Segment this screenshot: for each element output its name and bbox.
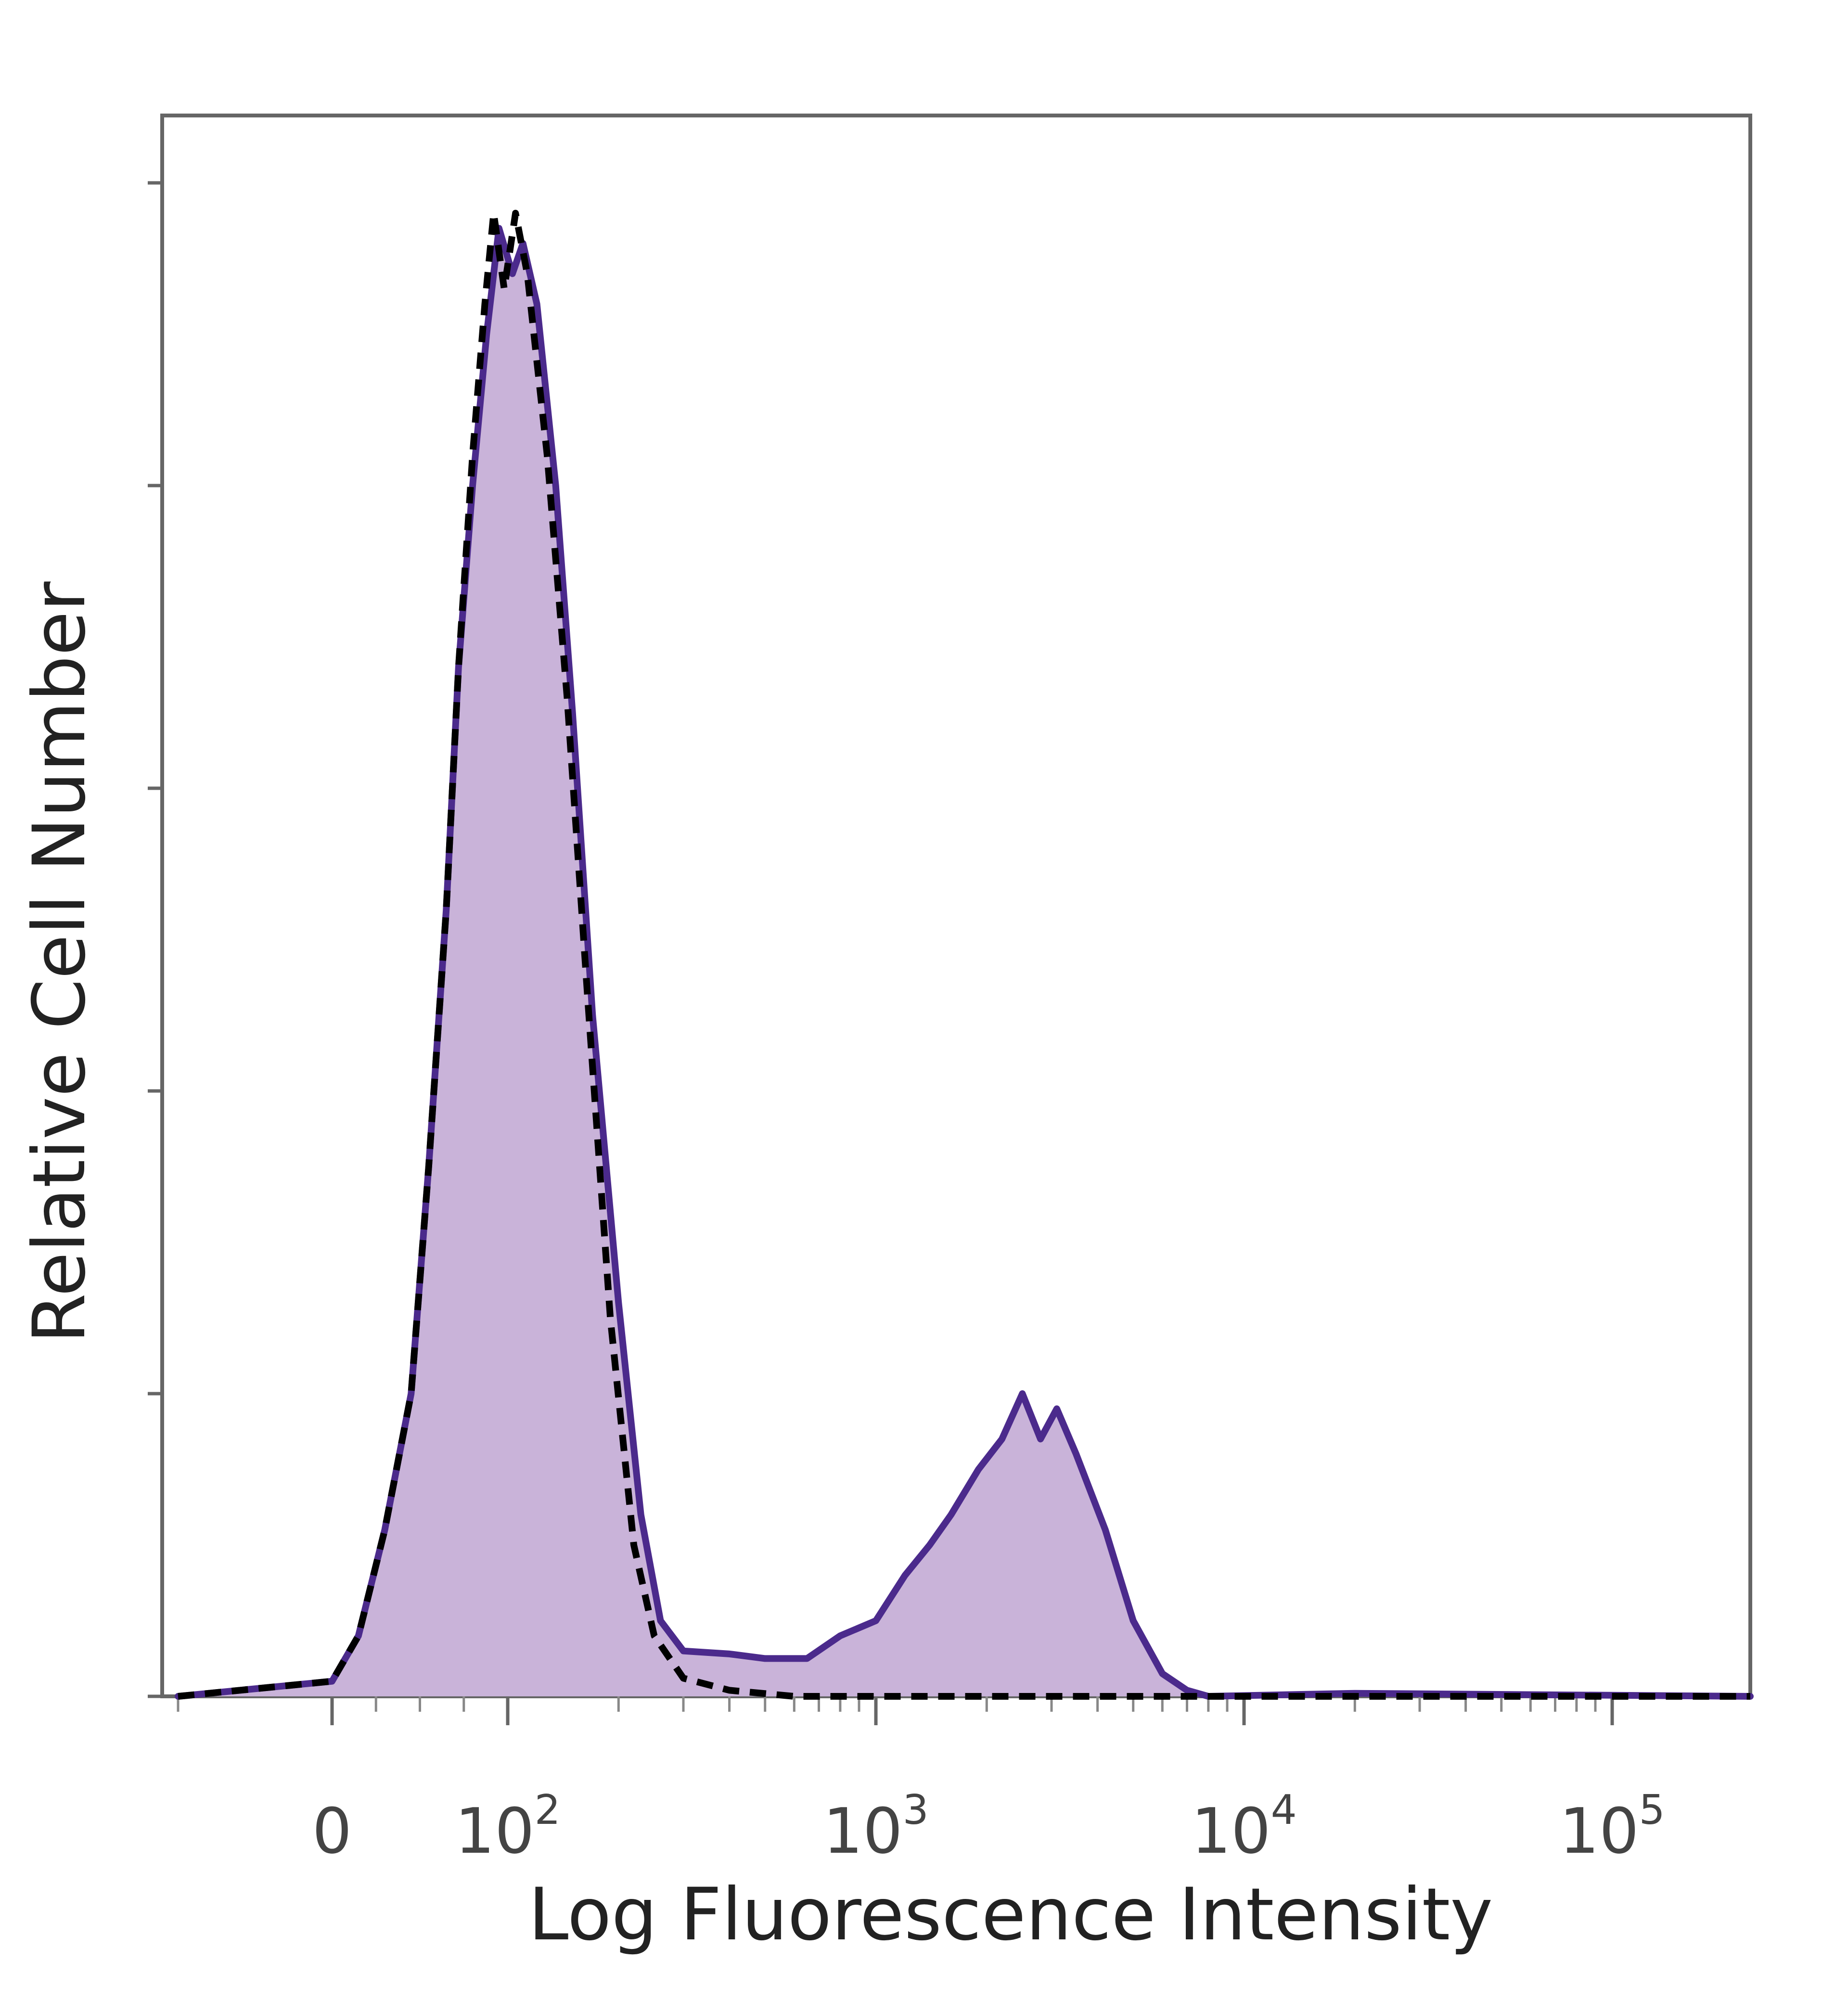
x-tick-label-base-3: 10 [1191,1795,1270,1868]
x-tick-label-base-2: 10 [823,1795,902,1868]
series-0-fill [178,228,1750,1696]
x-tick-label-4: 105 [1559,1786,1665,1868]
y-axis-label: Relative Cell Number [18,581,102,1344]
series-layer [175,209,1754,1700]
x-tick-label-1: 102 [455,1786,561,1868]
series-1-line [178,209,1750,1700]
x-tick-label-exp-1: 2 [535,1786,561,1834]
x-tick-label-exp-3: 4 [1271,1786,1297,1834]
y-axis-ticks [148,181,162,1698]
x-tick-label-base-1: 10 [455,1795,534,1868]
x-axis-label: Log Fluorescence Intensity [528,1873,1493,1957]
x-tick-label-exp-2: 3 [903,1786,929,1834]
x-tick-label-3: 104 [1191,1786,1297,1868]
x-tick-label-0: 0 [312,1795,352,1868]
x-tick-label-2: 103 [823,1786,929,1868]
x-tick-labels: 0 102 103 104 105 [312,1786,1665,1868]
x-tick-label-base-4: 10 [1559,1795,1639,1868]
x-axis-ticks [177,1696,1614,1725]
x-tick-label-exp-4: 5 [1639,1786,1665,1834]
x-tick-label-base-0: 0 [312,1795,352,1868]
